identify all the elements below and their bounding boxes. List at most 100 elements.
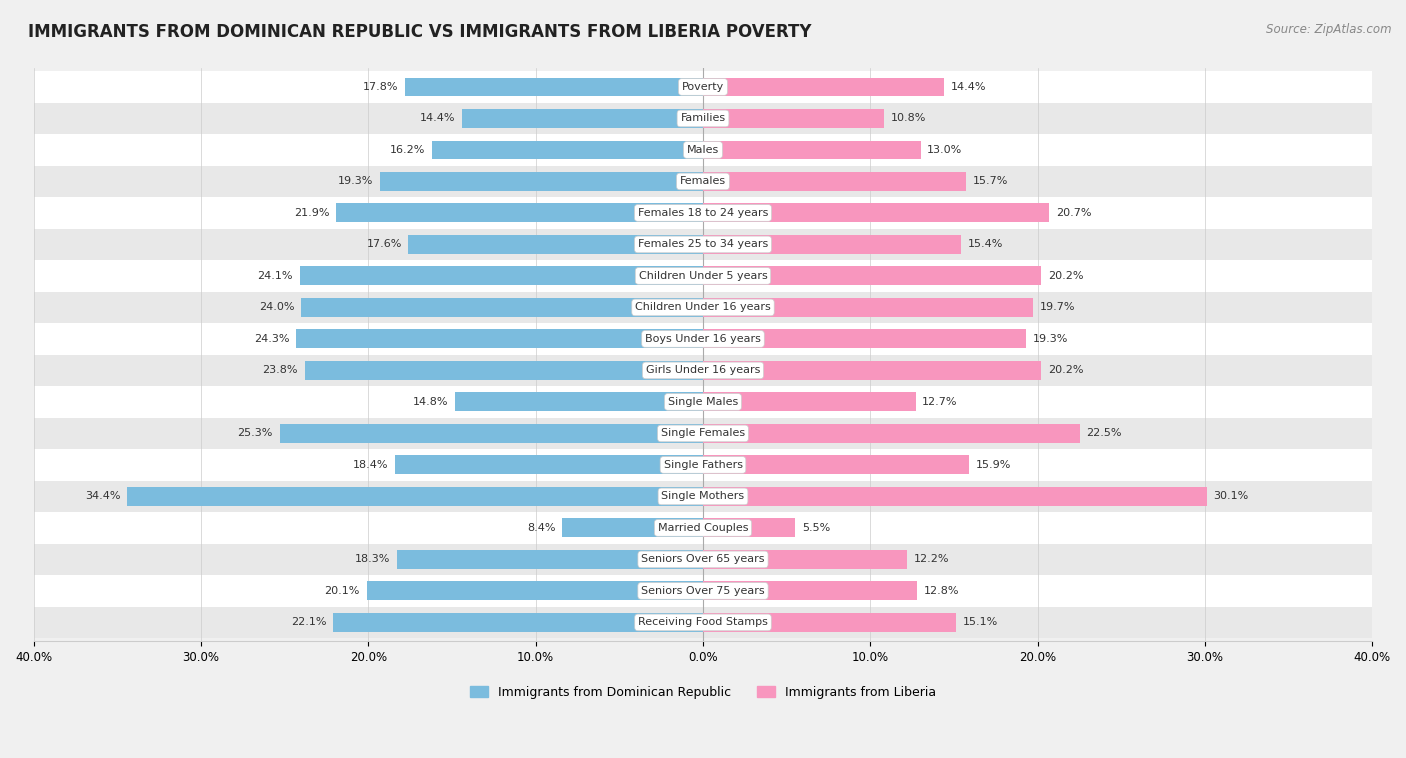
Bar [380,172,703,191]
Bar [34,418,1372,449]
Text: Single Mothers: Single Mothers [661,491,745,502]
Text: IMMIGRANTS FROM DOMINICAN REPUBLIC VS IMMIGRANTS FROM LIBERIA POVERTY: IMMIGRANTS FROM DOMINICAN REPUBLIC VS IM… [28,23,811,41]
Text: 30.1%: 30.1% [1213,491,1249,502]
Text: 22.5%: 22.5% [1087,428,1122,438]
Text: 15.4%: 15.4% [967,240,1002,249]
Bar [432,140,703,159]
Bar [367,581,703,600]
Text: 19.7%: 19.7% [1039,302,1076,312]
Text: 18.3%: 18.3% [354,554,389,565]
Text: 15.1%: 15.1% [963,618,998,628]
Bar [34,102,1372,134]
Bar [297,330,703,349]
Text: Single Fathers: Single Fathers [664,460,742,470]
Bar [34,166,1372,197]
Bar [703,518,794,537]
Bar [703,361,1040,380]
Text: 18.4%: 18.4% [353,460,388,470]
Bar [34,543,1372,575]
Text: Boys Under 16 years: Boys Under 16 years [645,334,761,344]
Text: 23.8%: 23.8% [263,365,298,375]
Text: 34.4%: 34.4% [86,491,121,502]
Text: 20.7%: 20.7% [1056,208,1091,218]
Bar [703,140,921,159]
Bar [703,267,1040,286]
Bar [703,424,1080,443]
Bar [703,203,1049,222]
Bar [703,393,915,412]
Text: 13.0%: 13.0% [928,145,963,155]
Text: Children Under 16 years: Children Under 16 years [636,302,770,312]
Legend: Immigrants from Dominican Republic, Immigrants from Liberia: Immigrants from Dominican Republic, Immi… [464,681,942,704]
Bar [34,355,1372,386]
Text: 15.7%: 15.7% [973,177,1008,186]
Bar [34,134,1372,166]
Text: 21.9%: 21.9% [294,208,330,218]
Text: 14.4%: 14.4% [420,114,456,124]
Text: 24.0%: 24.0% [259,302,295,312]
Text: 19.3%: 19.3% [1032,334,1069,344]
Bar [409,235,703,254]
Text: Males: Males [688,145,718,155]
Bar [34,606,1372,638]
Bar [703,613,956,632]
Bar [34,197,1372,229]
Text: Girls Under 16 years: Girls Under 16 years [645,365,761,375]
Text: 20.2%: 20.2% [1047,271,1083,281]
Bar [703,298,1032,317]
Bar [34,323,1372,355]
Bar [703,77,943,96]
Text: 24.3%: 24.3% [254,334,290,344]
Bar [703,456,969,475]
Bar [562,518,703,537]
Text: 24.1%: 24.1% [257,271,292,281]
Bar [703,550,907,568]
Text: Families: Families [681,114,725,124]
Bar [301,298,703,317]
Text: 12.7%: 12.7% [922,397,957,407]
Text: 25.3%: 25.3% [238,428,273,438]
Bar [34,229,1372,260]
Bar [128,487,703,506]
Text: 14.4%: 14.4% [950,82,986,92]
Text: Females: Females [681,177,725,186]
Bar [333,613,703,632]
Text: Females 18 to 24 years: Females 18 to 24 years [638,208,768,218]
Text: 12.8%: 12.8% [924,586,959,596]
Bar [703,487,1206,506]
Text: 20.1%: 20.1% [325,586,360,596]
Text: 22.1%: 22.1% [291,618,326,628]
Text: 10.8%: 10.8% [890,114,925,124]
Text: Children Under 5 years: Children Under 5 years [638,271,768,281]
Bar [396,550,703,568]
Bar [395,456,703,475]
Text: Receiving Food Stamps: Receiving Food Stamps [638,618,768,628]
Text: Seniors Over 65 years: Seniors Over 65 years [641,554,765,565]
Text: 8.4%: 8.4% [527,523,555,533]
Bar [34,386,1372,418]
Text: Poverty: Poverty [682,82,724,92]
Bar [34,71,1372,102]
Bar [34,260,1372,292]
Bar [336,203,703,222]
Text: 5.5%: 5.5% [801,523,830,533]
Text: Females 25 to 34 years: Females 25 to 34 years [638,240,768,249]
Bar [703,330,1026,349]
Text: Single Females: Single Females [661,428,745,438]
Text: 15.9%: 15.9% [976,460,1011,470]
Bar [34,575,1372,606]
Text: Married Couples: Married Couples [658,523,748,533]
Bar [703,109,884,128]
Text: Single Males: Single Males [668,397,738,407]
Bar [703,172,966,191]
Text: 12.2%: 12.2% [914,554,949,565]
Bar [405,77,703,96]
Bar [299,267,703,286]
Text: 17.8%: 17.8% [363,82,398,92]
Bar [34,292,1372,323]
Bar [703,235,960,254]
Bar [703,581,917,600]
Text: 20.2%: 20.2% [1047,365,1083,375]
Bar [34,481,1372,512]
Bar [305,361,703,380]
